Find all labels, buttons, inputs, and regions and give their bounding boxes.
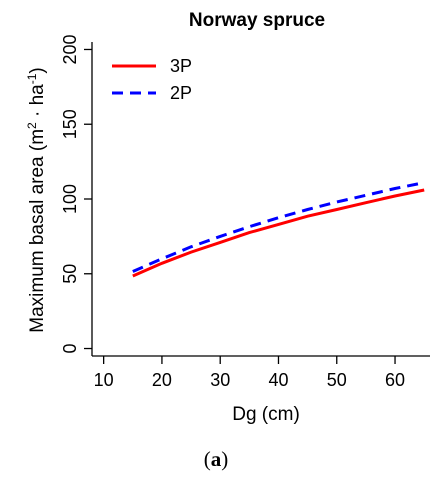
plot-area: 0 50 100 150 200 10 20 30 40 50 60 <box>60 34 430 390</box>
y-axis-title: Maximum basal area (m2 · ha-1) <box>25 67 48 333</box>
x-tick-label: 10 <box>94 370 114 390</box>
legend-label-3P: 3P <box>170 56 192 76</box>
figure-caption: (a) <box>204 447 229 471</box>
legend-label-2P: 2P <box>170 83 192 103</box>
y-tick-label: 0 <box>60 344 80 354</box>
y-tick-label: 50 <box>60 264 80 284</box>
x-tick-label: 20 <box>152 370 172 390</box>
x-tick-label: 50 <box>327 370 347 390</box>
series-line-2P <box>132 181 425 273</box>
y-tick-label: 100 <box>60 184 80 214</box>
x-tick-label: 60 <box>385 370 405 390</box>
legend: 3P 2P <box>112 56 192 103</box>
x-tick-label: 40 <box>268 370 288 390</box>
series-line-3P <box>132 188 425 278</box>
x-axis: 10 20 30 40 50 60 <box>94 356 405 390</box>
y-axis: 0 50 100 150 200 <box>60 34 92 354</box>
x-tick-label: 30 <box>210 370 230 390</box>
y-tick-label: 150 <box>60 109 80 139</box>
chart-title: Norway spruce <box>189 10 325 31</box>
x-axis-title: Dg (cm) <box>232 404 300 425</box>
series-lines <box>132 181 425 278</box>
y-tick-label: 200 <box>60 34 80 64</box>
